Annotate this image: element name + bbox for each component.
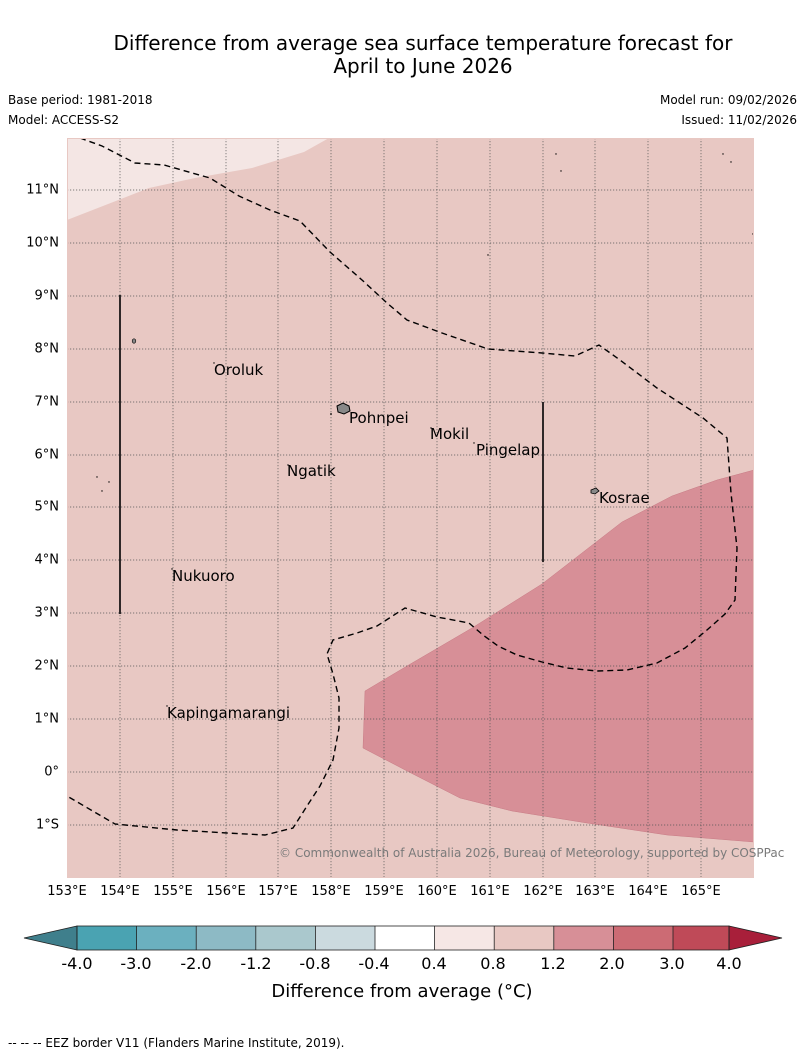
colorbar-label: 1.2 bbox=[540, 954, 566, 973]
label-kosrae: Kosrae bbox=[599, 489, 650, 507]
lon-label: 161°E bbox=[470, 884, 510, 899]
colorbar-label: 0.4 bbox=[421, 954, 447, 973]
colorbar-label: 4.0 bbox=[716, 954, 742, 973]
colorbar-bin bbox=[553, 926, 614, 950]
lat-label: 4°N bbox=[34, 552, 60, 568]
copyright-notice: © Commonwealth of Australia 2026, Bureau… bbox=[279, 846, 785, 860]
colorbar-bin bbox=[255, 926, 316, 950]
colorbar-extend-low bbox=[23, 925, 78, 951]
kosrae-island bbox=[590, 487, 600, 495]
pohnpei-island bbox=[336, 402, 351, 415]
lat-label: 2°N bbox=[34, 658, 60, 674]
colorbar-label: -4.0 bbox=[61, 954, 93, 973]
lon-label: 160°E bbox=[417, 884, 457, 899]
colorbar-bin bbox=[613, 926, 673, 950]
lat-label: 1°S bbox=[35, 817, 59, 833]
oroluk-atoll-icon bbox=[213, 362, 215, 364]
lat-label: 1°N bbox=[34, 711, 60, 727]
islet-icon bbox=[560, 170, 562, 172]
ngatik-atoll-icon bbox=[287, 464, 289, 466]
islet-icon bbox=[101, 490, 103, 492]
lon-label: 163°E bbox=[575, 884, 615, 899]
label-oroluk: Oroluk bbox=[214, 361, 264, 379]
label-pohnpei: Pohnpei bbox=[349, 409, 409, 427]
colorbar-bin bbox=[196, 926, 256, 950]
colorbar-label: 3.0 bbox=[659, 954, 685, 973]
colorbar bbox=[23, 925, 783, 951]
anomaly-zone-light bbox=[67, 138, 329, 220]
model-run: Model run: 09/02/2026 bbox=[659, 93, 797, 107]
small-islets bbox=[96, 153, 754, 707]
kapingamarangi-atoll-icon bbox=[166, 705, 168, 707]
islet-icon bbox=[555, 153, 557, 155]
map-frame bbox=[67, 138, 754, 878]
title-line-1: Difference from average sea surface temp… bbox=[113, 31, 733, 55]
lon-label: 164°E bbox=[628, 884, 668, 899]
lat-label: 10°N bbox=[26, 235, 59, 251]
label-kapingamarangi: Kapingamarangi bbox=[167, 704, 291, 722]
base-period: Base period: 1981-2018 bbox=[8, 93, 153, 107]
lat-label: 11°N bbox=[26, 182, 59, 198]
islet-icon bbox=[96, 476, 98, 478]
colorbar-label: -0.8 bbox=[299, 954, 331, 973]
chart-title: Difference from average sea surface temp… bbox=[0, 32, 804, 78]
colorbar-title: Difference from average (°C) bbox=[271, 981, 533, 1002]
colorbar-bin bbox=[315, 926, 375, 950]
islet-icon bbox=[487, 254, 489, 256]
lon-label: 157°E bbox=[258, 884, 298, 899]
model-name: Model: ACCESS-S2 bbox=[8, 113, 120, 127]
colorbar-label: -2.0 bbox=[180, 954, 212, 973]
lon-label: 154°E bbox=[100, 884, 140, 899]
lat-label: 0° bbox=[44, 764, 59, 780]
label-ngatik: Ngatik bbox=[287, 462, 336, 480]
colorbar-label: 0.8 bbox=[480, 954, 506, 973]
label-mokil: Mokil bbox=[430, 425, 470, 443]
pohnpei-islet bbox=[330, 413, 332, 415]
colorbar-bin bbox=[434, 926, 495, 950]
colorbar-bin bbox=[673, 926, 729, 950]
lat-label: 3°N bbox=[34, 605, 60, 621]
islet-icon bbox=[108, 481, 110, 483]
islet-west bbox=[131, 338, 137, 344]
islet-icon bbox=[722, 153, 724, 155]
lon-label: 165°E bbox=[681, 884, 721, 899]
mokil-atoll-icon bbox=[430, 427, 432, 429]
colorbar-bin bbox=[494, 926, 554, 950]
lat-label: 7°N bbox=[34, 394, 60, 410]
lat-label: 8°N bbox=[34, 341, 60, 357]
colorbar-label: -3.0 bbox=[120, 954, 152, 973]
issued-date: Issued: 11/02/2026 bbox=[681, 113, 797, 127]
anomaly-zone-warm bbox=[362, 469, 754, 843]
colorbar-outline bbox=[76, 925, 730, 951]
colorbar-bin bbox=[375, 926, 435, 950]
colorbar-label: -0.4 bbox=[358, 954, 390, 973]
label-pingelap: Pingelap bbox=[476, 441, 541, 459]
lat-label: 5°N bbox=[34, 499, 60, 515]
pingelap-atoll-icon bbox=[473, 442, 475, 444]
lat-label: 6°N bbox=[34, 447, 60, 463]
lon-label: 158°E bbox=[311, 884, 351, 899]
islet-icon bbox=[730, 161, 732, 163]
gridlines bbox=[67, 138, 754, 878]
lat-label: 9°N bbox=[34, 288, 60, 304]
title-line-2: April to June 2026 bbox=[333, 54, 513, 78]
colorbar-label: -1.2 bbox=[240, 954, 272, 973]
colorbar-label: 2.0 bbox=[599, 954, 625, 973]
lon-label: 155°E bbox=[153, 884, 193, 899]
lon-label: 153°E bbox=[47, 884, 87, 899]
eez-footnote: -- -- -- EEZ border V11 (Flanders Marine… bbox=[8, 1036, 345, 1050]
sst-anomaly-map bbox=[67, 138, 754, 878]
lon-label: 156°E bbox=[206, 884, 246, 899]
colorbar-bin bbox=[136, 926, 197, 950]
colorbar-extend-high bbox=[728, 925, 783, 951]
lon-label: 159°E bbox=[364, 884, 404, 899]
nukuoro-atoll-icon bbox=[171, 568, 173, 570]
lon-label: 162°E bbox=[523, 884, 563, 899]
colorbar-bin bbox=[77, 926, 137, 950]
label-nukuoro: Nukuoro bbox=[172, 567, 235, 585]
